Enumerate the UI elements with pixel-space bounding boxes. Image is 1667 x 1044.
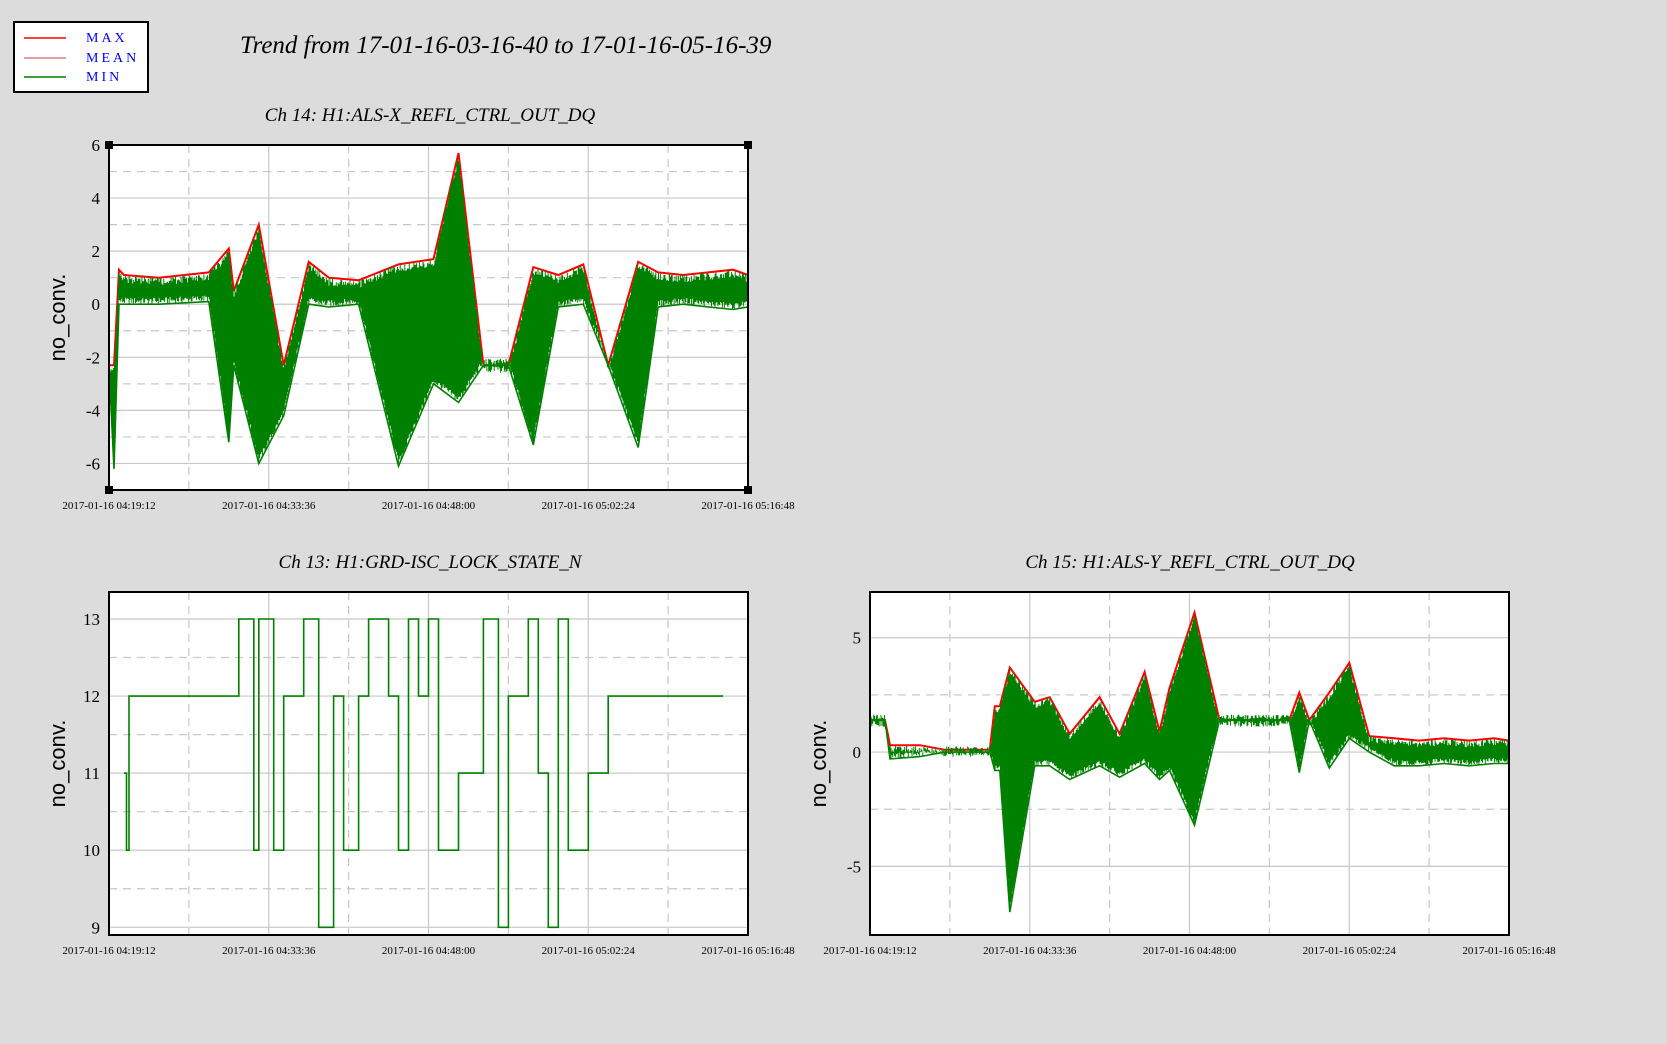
y-tick-label: -4 [86, 401, 101, 420]
series-line-min [124, 618, 723, 929]
x-tick-label: 2017-01-16 05:02:24 [1303, 945, 1397, 957]
plot-frame [108, 591, 749, 936]
chart-title: Ch 13: H1:GRD-ISC_LOCK_STATE_N [279, 552, 583, 573]
resize-handle[interactable] [105, 486, 113, 494]
y-axis-label: no_conv. [806, 720, 831, 808]
plot-frame [108, 144, 749, 491]
y-tick-label: 10 [83, 841, 100, 860]
resize-handle[interactable] [744, 141, 752, 149]
legend-max-label: MAX [86, 31, 128, 46]
x-tick-label: 2017-01-16 04:19:12 [62, 500, 155, 512]
y-tick-label: 0 [853, 743, 862, 762]
x-tick-label: 2017-01-16 04:33:36 [222, 945, 316, 957]
y-tick-label: 6 [92, 136, 101, 155]
chart-title: Ch 15: H1:ALS-Y_REFL_CTRL_OUT_DQ [1025, 552, 1355, 573]
y-axis-label: no_conv. [45, 274, 70, 362]
y-tick-label: 13 [83, 610, 100, 629]
y-tick-label: 9 [92, 918, 101, 937]
y-tick-label: -5 [847, 857, 861, 876]
chart-ch13[interactable]: 9 10 11 12 13 Ch 13: H1:GRD-ISC_LOCK_STATE_Nn… [45, 552, 795, 957]
y-tick-label: 12 [83, 687, 100, 706]
x-tick-label: 2017-01-16 05:16:48 [701, 945, 795, 957]
legend-min-label: MIN [86, 70, 122, 85]
y-tick-label: 0 [92, 295, 101, 314]
y-tick-label: 4 [92, 189, 101, 208]
chart-title: Ch 14: H1:ALS-X_REFL_CTRL_OUT_DQ [265, 105, 596, 126]
legend-mean-label: MEAN [86, 51, 139, 66]
legend: MAX MEAN MIN [13, 21, 149, 93]
resize-handle[interactable] [105, 141, 113, 149]
series-line-max [109, 152, 749, 370]
y-tick-label: -2 [86, 348, 100, 367]
x-tick-label: 2017-01-16 05:02:24 [542, 500, 636, 512]
y-tick-label: 2 [92, 242, 101, 261]
chart-ch14[interactable]: -6 -4 -2 0 2 4 6 Ch 14: H1:ALS-X_REFL_CTRL_OUT_… [45, 105, 795, 512]
x-tick-label: 2017-01-16 04:19:12 [62, 945, 155, 957]
x-tick-label: 2017-01-16 04:48:00 [1143, 945, 1237, 957]
y-axis-label: no_conv. [45, 720, 70, 808]
chart-ch15[interactable]: -5 0 5 Ch 15: H1:ALS-Y_REFL_CTRL_OUT_DQ no_c… [806, 552, 1556, 957]
x-tick-label: 2017-01-16 05:16:48 [701, 500, 795, 512]
series-line-min [870, 717, 1509, 913]
y-tick-label: -6 [86, 454, 100, 473]
y-tick-label: 11 [84, 764, 100, 783]
legend-box [13, 21, 149, 93]
x-tick-label: 2017-01-16 04:33:36 [222, 500, 316, 512]
x-tick-label: 2017-01-16 04:48:00 [382, 945, 476, 957]
plot-frame [869, 591, 1510, 936]
resize-handle[interactable] [744, 486, 752, 494]
x-tick-label: 2017-01-16 04:19:12 [823, 945, 916, 957]
series-line-max [870, 608, 1510, 751]
x-tick-label: 2017-01-16 04:48:00 [382, 500, 476, 512]
x-tick-label: 2017-01-16 04:33:36 [983, 945, 1077, 957]
page-title: Trend from 17-01-16-03-16-40 to 17-01-16… [240, 32, 772, 59]
y-tick-label: 5 [853, 629, 862, 648]
x-tick-label: 2017-01-16 05:02:24 [542, 945, 636, 957]
x-tick-label: 2017-01-16 05:16:48 [1462, 945, 1556, 957]
